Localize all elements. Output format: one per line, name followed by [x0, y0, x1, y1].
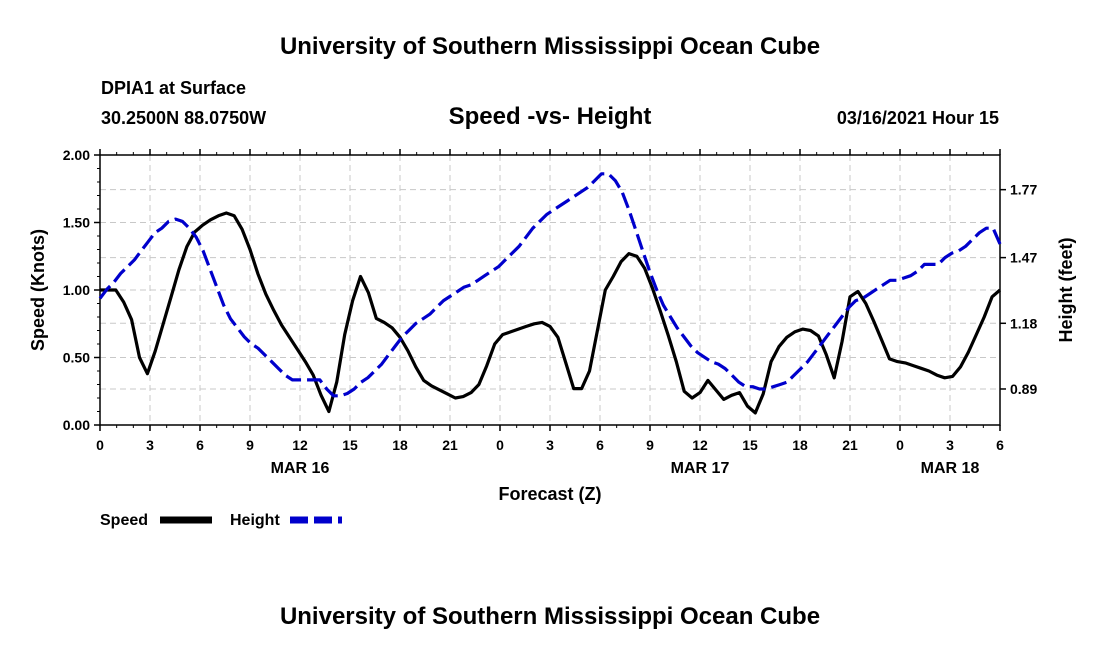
- y-tick-label: 2.00: [63, 147, 90, 163]
- grid-lines: [100, 155, 1000, 425]
- legend-speed-label: Speed: [100, 512, 148, 529]
- y2-axis-label: Height (feet): [1056, 238, 1076, 343]
- y2-tick-label: 1.18: [1010, 315, 1037, 331]
- x-tick-label: 3: [146, 437, 154, 453]
- x-tick-label: 9: [646, 437, 654, 453]
- header-title: University of Southern Mississippi Ocean…: [280, 33, 820, 60]
- x-tick-label: 3: [946, 437, 954, 453]
- x-tick-label: 21: [442, 437, 458, 453]
- y2-tick-label: 1.47: [1010, 250, 1037, 266]
- axis-ticks: 0 3 6 9 12 15 18 21 0 3 6 9 12 15 18 21 0 3 6 MAR 16 MAR 17 M…: [63, 147, 1038, 477]
- y2-tick-label: 0.89: [1010, 381, 1037, 397]
- y-tick-label: 1.00: [63, 282, 90, 298]
- y-tick-label: 1.50: [63, 215, 90, 231]
- y-tick-label: 0.50: [63, 350, 90, 366]
- x-tick-label: 0: [496, 437, 504, 453]
- legend: Speed Height: [100, 512, 342, 529]
- y-tick-label: 0.00: [63, 417, 90, 433]
- x-tick-label: 18: [392, 437, 408, 453]
- date-axis-label: MAR 18: [921, 460, 980, 477]
- series-line-height: [98, 172, 1002, 398]
- station-label: DPIA1 at Surface: [101, 78, 246, 98]
- x-tick-label: 0: [96, 437, 104, 453]
- y-axis-label: Speed (Knots): [28, 229, 48, 351]
- y2-tick-label: 1.77: [1010, 182, 1037, 198]
- legend-height-label: Height: [230, 512, 280, 529]
- location-label: 30.2500N 88.0750W: [101, 108, 266, 128]
- x-tick-label: 15: [742, 437, 758, 453]
- x-tick-label: 0: [896, 437, 904, 453]
- x-tick-label: 3: [546, 437, 554, 453]
- footer-title: University of Southern Mississippi Ocean…: [280, 603, 820, 630]
- x-tick-label: 6: [196, 437, 204, 453]
- date-axis-label: MAR 16: [271, 460, 330, 477]
- x-tick-label: 6: [596, 437, 604, 453]
- series-line-speed: [100, 211, 1002, 415]
- series-lines: [98, 172, 1002, 415]
- x-axis-label: Forecast (Z): [498, 484, 601, 504]
- x-tick-label: 12: [292, 437, 308, 453]
- x-tick-label: 6: [996, 437, 1004, 453]
- x-tick-label: 15: [342, 437, 358, 453]
- date-label: 03/16/2021 Hour 15: [837, 108, 999, 128]
- x-tick-label: 18: [792, 437, 808, 453]
- date-axis-label: MAR 17: [671, 460, 730, 477]
- x-tick-label: 12: [692, 437, 708, 453]
- x-tick-label: 21: [842, 437, 858, 453]
- x-tick-label: 9: [246, 437, 254, 453]
- chart-title: Speed -vs- Height: [449, 103, 652, 130]
